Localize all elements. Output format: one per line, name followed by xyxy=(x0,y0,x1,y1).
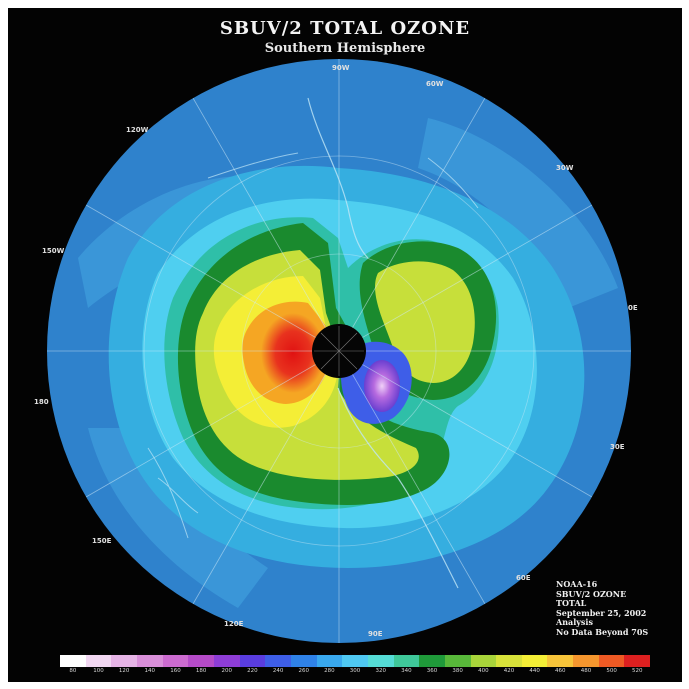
colorbar-tick-label: 340 xyxy=(401,668,412,674)
colorbar-tick-label: 400 xyxy=(478,668,489,674)
colorbar-tick-label: 520 xyxy=(632,668,643,674)
colorbar-tick-label: 300 xyxy=(349,668,361,674)
lon-label-180: 180 xyxy=(34,398,49,406)
lon-label-60w: 60W xyxy=(426,80,444,88)
colorbar-swatch xyxy=(290,655,317,667)
info-date: September 25, 2002 xyxy=(556,607,647,618)
colorbar-swatch xyxy=(316,655,343,667)
colorbar-swatch xyxy=(470,655,497,667)
outer-light-patch xyxy=(418,118,618,308)
colorbar-swatch xyxy=(444,655,471,667)
polar-ozone-map: 90W 60W 30W 0E 30E 60E 90E 120E 150E 180… xyxy=(34,59,638,643)
colorbar-tick-label: 460 xyxy=(555,668,566,674)
colorbar-tick-label: 380 xyxy=(452,668,463,674)
purple-ozone-minimum xyxy=(364,360,400,412)
outer-light-patch xyxy=(88,428,268,608)
colorbar-tick-label: 160 xyxy=(170,668,181,674)
colorbar-swatch xyxy=(111,655,137,667)
colorbar-tick-label: 220 xyxy=(247,668,258,674)
colorbar-swatch xyxy=(547,655,574,667)
colorbar-tick-label: 440 xyxy=(529,668,540,674)
coastline xyxy=(147,447,199,539)
lon-label-150e: 150E xyxy=(92,537,112,545)
colorbar-swatch xyxy=(419,655,445,667)
colorbar-swatch xyxy=(239,655,266,667)
pole-graticule xyxy=(314,326,364,376)
colorbar-tick-label: 500 xyxy=(606,668,617,674)
colorbar-swatch xyxy=(188,655,214,667)
colorbar-tick-label: 260 xyxy=(298,668,309,674)
colorbar-swatch xyxy=(573,655,599,667)
map-title: SBUV/2 TOTAL OZONE xyxy=(219,18,471,39)
lon-label-30w: 30W xyxy=(556,164,574,172)
colorbar-ticks: 80 100 120 140 160 180 200 220 240 260 280 300 320 34… xyxy=(60,668,650,678)
lon-label-30e: 30E xyxy=(610,443,625,451)
lon-label-120e: 120E xyxy=(224,620,244,628)
lon-label-90e: 90E xyxy=(368,630,383,638)
colorbar-tick-label: 140 xyxy=(144,668,156,674)
colorbar-tick-label: 180 xyxy=(195,668,207,674)
lon-label-150w: 150W xyxy=(42,247,65,255)
colorbar-swatch xyxy=(367,655,394,667)
lon-label-90w: 90W xyxy=(332,64,350,72)
lon-label-60e: 60E xyxy=(516,574,531,582)
colorbar-tick-label: 80 xyxy=(69,668,77,674)
colorbar-swatch xyxy=(136,655,163,667)
colorbar-tick-label: 280 xyxy=(324,668,335,674)
info-satellite: NOAA-16 xyxy=(556,579,598,589)
lon-label-0e: 0E xyxy=(628,304,638,312)
colorbar-swatch xyxy=(342,655,368,667)
colorbar-tick-label: 100 xyxy=(93,668,104,674)
colorbar xyxy=(60,655,651,667)
colorbar-swatch xyxy=(162,655,189,667)
colorbar-tick-label: 420 xyxy=(503,668,515,674)
lon-label-120w: 120W xyxy=(126,126,149,134)
coastline xyxy=(337,387,459,589)
map-frame: SBUV/2 TOTAL OZONE Southern Hemisphere xyxy=(8,8,682,682)
info-product: SBUV/2 OZONE xyxy=(556,588,627,599)
colorbar-swatch xyxy=(213,655,240,667)
coastline xyxy=(207,152,479,209)
colorbar-tick-label: 240 xyxy=(272,668,284,674)
colorbar-tick-label: 360 xyxy=(426,668,438,674)
info-block: NOAA-16 SBUV/2 OZONE TOTAL September 25,… xyxy=(556,579,680,637)
colorbar-swatch xyxy=(60,655,86,667)
info-analysis: Analysis xyxy=(556,617,593,627)
colorbar-tick-label: 120 xyxy=(118,668,130,674)
map-subtitle: Southern Hemisphere xyxy=(264,41,426,56)
colorbar-tick-label: 200 xyxy=(221,668,233,674)
parallel-circles xyxy=(143,155,535,547)
info-no-data: No Data Beyond 70S xyxy=(556,626,649,637)
colorbar-swatch xyxy=(624,655,651,667)
colorbar-swatch xyxy=(265,655,291,667)
meridian-lines xyxy=(47,59,631,643)
colorbar-swatch xyxy=(598,655,625,667)
colorbar-swatch xyxy=(393,655,420,667)
colorbar-swatch xyxy=(521,655,548,667)
coastline xyxy=(307,97,369,259)
colorbar-tick-label: 320 xyxy=(375,668,386,674)
red-ozone-maximum xyxy=(261,313,325,393)
colorbar-swatch xyxy=(496,655,522,667)
info-type: TOTAL xyxy=(556,598,587,608)
colorbar-swatch xyxy=(85,655,112,667)
colorbar-tick-label: 480 xyxy=(580,668,592,674)
